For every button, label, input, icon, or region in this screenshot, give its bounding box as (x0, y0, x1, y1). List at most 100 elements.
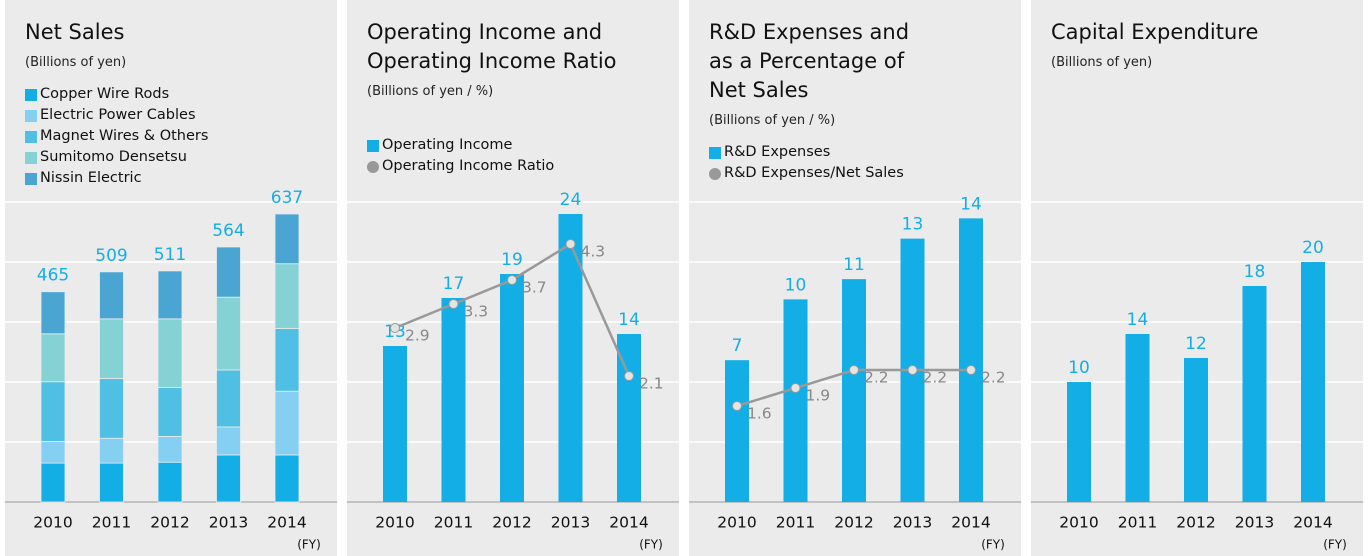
subtitle: (Billions of yen / %) (709, 113, 836, 128)
legend-swatch (367, 139, 379, 152)
x-tick-label: 2012 (1176, 514, 1215, 532)
bar (441, 298, 466, 502)
x-tick-label: 2011 (776, 514, 815, 532)
legend-item: Operating Income Ratio (367, 156, 647, 177)
bar-segment (157, 387, 183, 437)
line-point (732, 401, 742, 411)
bar-segment (157, 436, 183, 463)
line-value-label: 1.6 (747, 405, 772, 423)
bar-segment (216, 426, 241, 456)
total-label: 637 (271, 188, 303, 208)
legend-label: Copper Wire Rods (40, 86, 170, 102)
legend-swatch (25, 88, 37, 101)
bar-segment (40, 381, 66, 442)
legend-item: Magnet Wires & Others (25, 126, 315, 147)
bar-segment (216, 369, 241, 428)
header: R&D Expenses and as a Percentage of Net … (709, 18, 915, 184)
legend: R&D Expenses R&D Expenses/Net Sales (709, 142, 915, 184)
bar-segment (99, 462, 124, 503)
x-tick-label: 2013 (1235, 514, 1274, 532)
bar (1184, 358, 1208, 502)
subtitle: (Billions of yen) (25, 55, 127, 70)
bar (1067, 382, 1091, 502)
line-point (790, 383, 801, 393)
line-point (966, 365, 976, 375)
bar-segment (157, 270, 183, 320)
line-point (565, 239, 576, 249)
legend-item: R&D Expenses/Net Sales (709, 163, 915, 184)
bar-segment (99, 437, 124, 464)
line-value-label: 3.7 (522, 279, 547, 297)
bar-segment (216, 296, 241, 371)
bar (500, 274, 524, 502)
chart-title: R&D Expenses and as a Percentage of Net … (709, 20, 910, 102)
line-value-label: 2.9 (405, 327, 430, 345)
legend-label: Operating Income (382, 137, 513, 153)
line-point (849, 365, 859, 375)
panel: 2010 2011 2012 2013 2014 (FY) 7 10 11 13 14 1.6 1.9 2… (689, 0, 1021, 556)
x-tick-label: 2012 (834, 514, 873, 532)
bar-value-label: 24 (560, 190, 582, 210)
line-value-label: 4.3 (581, 243, 606, 261)
subtitle: (Billions of yen / %) (367, 84, 494, 99)
bar-segment (216, 454, 241, 503)
legend-swatch (25, 109, 37, 122)
line-point (624, 371, 634, 381)
bar-segment (157, 318, 183, 389)
x-unit: (FY) (1323, 538, 1347, 552)
header: Net Sales (Billions of yen) Copper Wire … (25, 18, 315, 189)
legend-item: Electric Power Cables (25, 105, 315, 126)
line-value-label: 2.2 (864, 369, 889, 387)
line-value-label: 2.1 (639, 375, 664, 393)
legend-swatch (367, 160, 379, 173)
x-tick-label: 2011 (1118, 514, 1157, 532)
legend-label: Magnet Wires & Others (40, 128, 209, 144)
bar (1125, 334, 1150, 502)
bar-segment (40, 441, 66, 464)
bar (959, 218, 983, 502)
bar (1242, 286, 1267, 502)
total-label: 465 (37, 266, 69, 286)
chart-title: Net Sales (25, 20, 125, 44)
panel: 2010 2011 2012 2013 2014 (FY) 465 509 511 564 637 … (5, 0, 337, 556)
bar-value-label: 19 (501, 250, 523, 270)
bar-value-label: 11 (843, 255, 865, 275)
x-tick-label: 2014 (609, 514, 648, 532)
legend-label: R&D Expenses/Net Sales (724, 165, 904, 181)
x-tick-label: 2012 (492, 514, 531, 532)
bar-segment (274, 263, 300, 329)
x-unit: (FY) (639, 538, 663, 552)
bar-segment (40, 462, 66, 503)
x-tick-label: 2013 (551, 514, 590, 532)
legend: Copper Wire Rods Electric Power Cables Mag… (25, 84, 315, 189)
legend-swatch (709, 146, 721, 159)
x-tick-label: 2011 (434, 514, 473, 532)
bar (783, 299, 808, 502)
bar (725, 360, 749, 502)
bar-value-label: 14 (960, 194, 982, 214)
x-tick-label: 2014 (1293, 514, 1332, 532)
legend-swatch (25, 151, 37, 164)
bar-segment (216, 246, 241, 298)
line-point (907, 365, 918, 375)
legend-item: Copper Wire Rods (25, 84, 315, 105)
legend-label: Nissin Electric (40, 170, 142, 186)
legend-label: Sumitomo Densetsu (40, 149, 187, 165)
bar-segment (99, 318, 124, 379)
x-tick-label: 2013 (209, 514, 248, 532)
legend-item: R&D Expenses (709, 142, 915, 163)
bar-segment (99, 378, 124, 439)
bar-value-label: 17 (443, 274, 465, 294)
chart-title: Capital Expenditure (1051, 20, 1259, 44)
chart-title: Operating Income and Operating Income Ra… (367, 20, 617, 73)
bar (617, 334, 641, 502)
line-point (390, 323, 400, 333)
x-tick-label: 2012 (150, 514, 189, 532)
subtitle: (Billions of yen) (1051, 55, 1153, 70)
chart: 2010 2011 2012 2013 2014 (FY) 465 509 511 564 637 (5, 188, 337, 552)
x-unit: (FY) (297, 538, 321, 552)
header: Capital Expenditure (Billions of yen) (1051, 18, 1341, 84)
x-tick-label: 2010 (33, 514, 72, 532)
x-unit: (FY) (981, 538, 1005, 552)
